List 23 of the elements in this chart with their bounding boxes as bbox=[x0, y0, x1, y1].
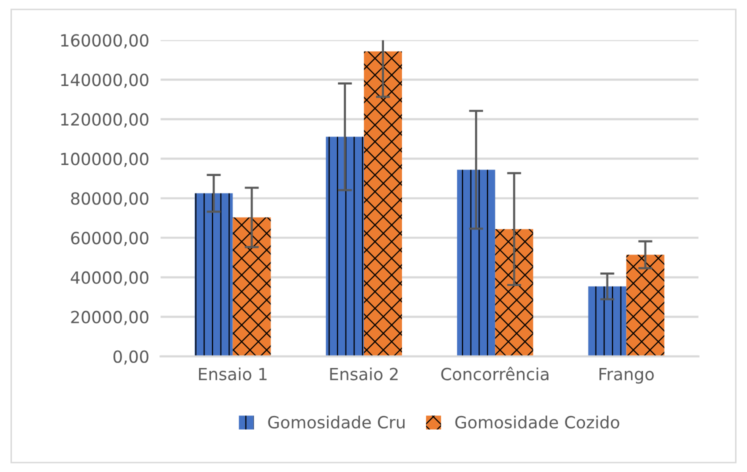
bar bbox=[626, 254, 664, 356]
y-tick-label: 20000,00 bbox=[71, 310, 148, 326]
bar bbox=[457, 170, 496, 356]
x-tick-label: Ensaio 1 bbox=[199, 367, 267, 380]
bar bbox=[326, 136, 364, 356]
x-tick-label: Ensaio 2 bbox=[330, 367, 398, 380]
legend-label: Gomosidade Cozido bbox=[455, 416, 620, 429]
x-tick-label: Frango bbox=[600, 368, 654, 384]
y-tick-label: 100000,00 bbox=[61, 152, 148, 167]
legend-label: Gomosidade Cru bbox=[268, 416, 405, 429]
y-tick-label: 120000,00 bbox=[61, 113, 148, 128]
bar bbox=[232, 217, 271, 356]
x-tick-label: Concorrência bbox=[441, 366, 548, 380]
y-tick-label: 60000,00 bbox=[71, 232, 148, 246]
y-tick-label: 0,00 bbox=[113, 350, 148, 365]
bar bbox=[194, 193, 233, 356]
bar bbox=[364, 51, 402, 356]
y-tick-label: 160000,00 bbox=[61, 34, 148, 48]
y-tick-label: 40000,00 bbox=[70, 271, 148, 286]
bar bbox=[495, 229, 534, 356]
bar bbox=[588, 286, 626, 356]
y-tick-label: 80000,00 bbox=[71, 192, 148, 207]
y-tick-label: 140000,00 bbox=[61, 74, 148, 88]
